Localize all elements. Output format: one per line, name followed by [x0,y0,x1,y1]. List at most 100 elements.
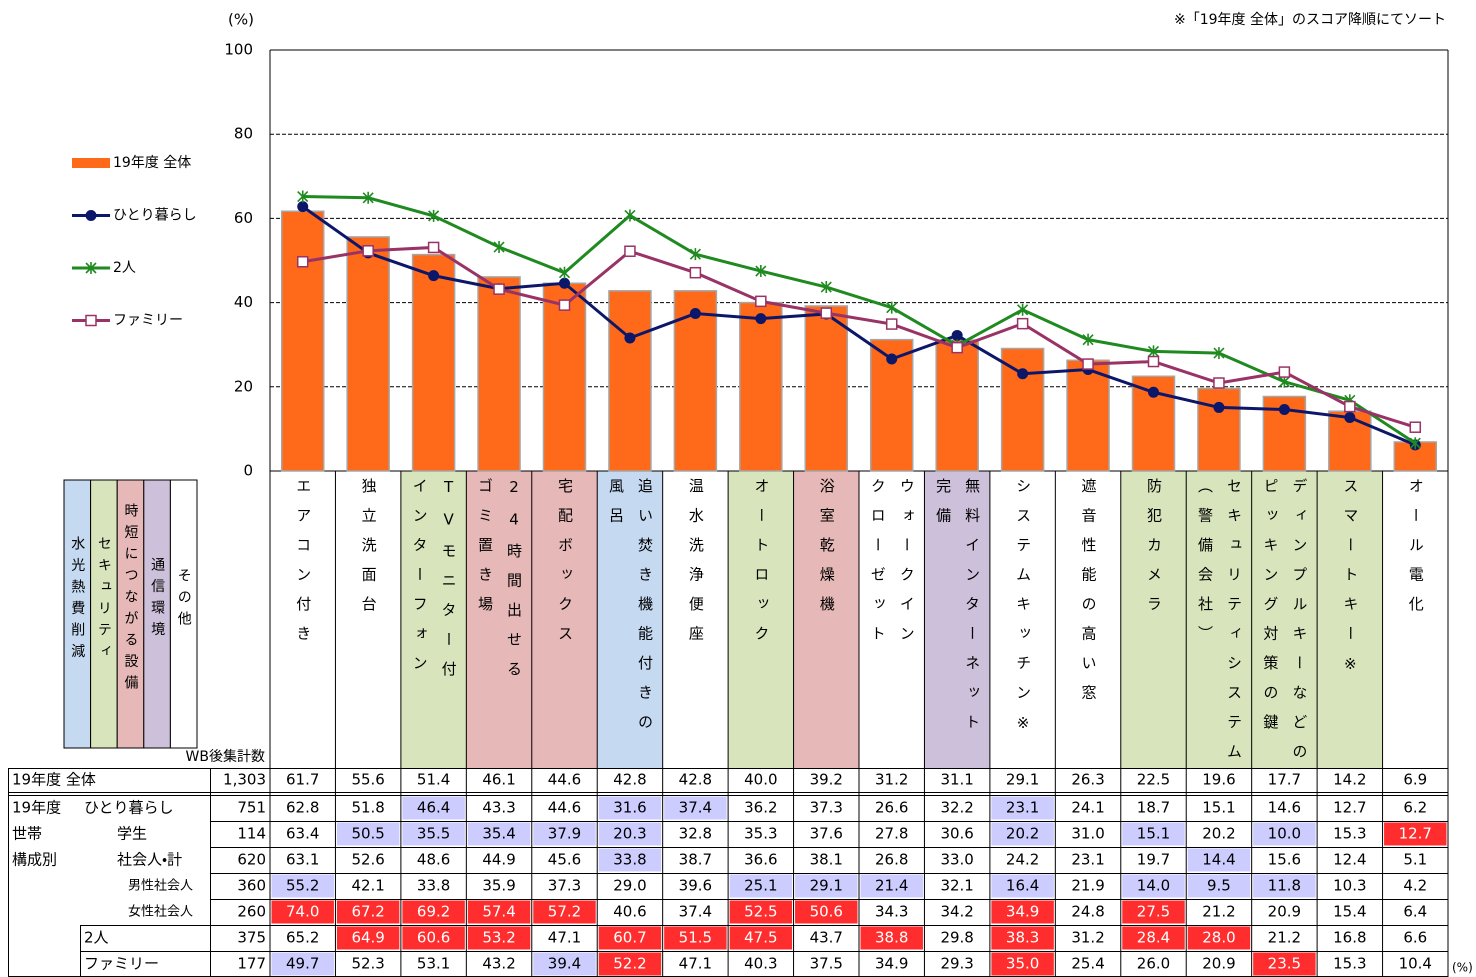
marker-shape [886,353,898,365]
highlight-cell [991,952,1054,976]
group-label: セキュリティ [95,535,112,665]
marker-shape [296,256,309,268]
category-cell-wrap: 遮音性能の高い窓 [1055,478,1120,763]
group-label: 時短につながる設備 [122,503,139,697]
marker [1213,347,1225,360]
marker [689,248,701,261]
marker [755,265,767,278]
cell-value: 37.5 [810,955,843,973]
marker-shape [493,241,505,254]
cell-value: 33.8 [613,851,646,869]
marker [1017,368,1029,380]
cell-value: 19.7 [1137,851,1170,869]
bar [1066,359,1110,472]
row-label: 2人 [84,929,109,947]
marker [886,301,898,314]
highlight-cell [271,900,334,924]
cell-value: 11.8 [1268,877,1301,895]
marker-shape [558,299,571,311]
highlight-cell [729,874,793,898]
highlight-cell [1122,822,1185,846]
cell-value: 34.9 [1006,903,1039,921]
category-label: 追い焚き機能付きの 風呂 [606,478,654,744]
category-cell-wrap: スマートキー※ [1317,478,1382,763]
highlight-cell [271,874,334,898]
cell-value: 52.6 [351,851,384,869]
cell-value: 38.1 [810,851,843,869]
legend-label: ひとり暮らし [113,208,197,224]
bar [411,253,456,472]
legend-label: ファミリー [113,313,183,329]
series-line [302,245,1416,429]
category-cell-wrap: オートロック [728,478,793,763]
highlight-cell [533,822,596,846]
legend-label: 19年度 全体 [113,155,191,171]
cell-value: 14.4 [1202,851,1235,869]
cell-value: 44.6 [548,799,581,817]
marker-shape [1017,303,1029,316]
category-cell [531,471,598,768]
marker [1344,412,1356,424]
cell-value: 29.8 [940,929,973,947]
marker [85,210,97,221]
marker [1278,404,1290,416]
group-label: その他 [175,567,192,633]
marker [1082,333,1094,346]
row-count: 1,303 [223,771,266,789]
group-cell: 水光熱費削減 [64,482,91,718]
highlight-cell [1253,822,1316,846]
marker-shape [755,265,767,278]
legend-label: 2人 [113,260,136,276]
highlight-cell [467,926,531,950]
marker-shape [689,248,701,261]
cell-value: 40.6 [613,903,646,921]
cell-value: 29.3 [940,955,973,973]
cell-value: 35.0 [1006,955,1039,973]
cell-value: 15.4 [1333,903,1366,921]
category-cell-wrap: 防犯カメラ [1121,478,1186,763]
bar [1197,387,1241,472]
bar [1000,347,1045,472]
highlight-cell [1122,900,1185,924]
cell-value: 27.5 [1137,903,1170,921]
group-row-label: 構成別 [12,851,57,869]
category-cell-wrap: エアコン付き [270,478,335,763]
cell-value: 16.4 [1006,877,1039,895]
category-label: 宅配ボックス [555,478,574,655]
category-cell [597,471,663,768]
cell-value: 63.1 [286,851,319,869]
category-cell [270,471,336,768]
highlight-cell [598,822,662,846]
highlight-cell [533,952,596,976]
category-label: ウォークイン クローゼット [868,478,916,655]
cell-value: 31.2 [1071,929,1104,947]
category-label: 浴室乾燥機 [817,478,836,626]
cell-value: 33.8 [417,877,450,895]
marker-shape [689,266,702,279]
cell-value: 31.1 [940,771,973,789]
cell-value: 35.5 [417,825,450,843]
highlight-cell [598,952,662,976]
marker [1082,358,1094,370]
category-cell [335,471,401,768]
y-tick-label: 20 [234,377,253,395]
category-label: システムキッチン※ [1014,478,1033,747]
cell-value: 62.8 [286,799,319,817]
marker-shape [624,209,636,222]
marker-shape [85,210,97,221]
category-label: ディンプルキーなどの ピッキング対策の鍵 [1261,478,1309,773]
highlight-cell [467,900,531,924]
cell-value: 53.1 [417,955,450,973]
cell-value: 31.2 [875,771,908,789]
cell-value: 12.4 [1333,851,1366,869]
marker-shape [558,266,571,279]
marker-shape [885,318,898,330]
cell-value: 30.6 [940,825,973,843]
marker-shape [362,245,374,257]
cell-value: 12.7 [1399,825,1432,843]
category-cell [1382,471,1448,768]
cell-value: 31.6 [613,799,646,817]
y-tick-label: 40 [234,293,253,311]
marker-shape [755,295,767,308]
